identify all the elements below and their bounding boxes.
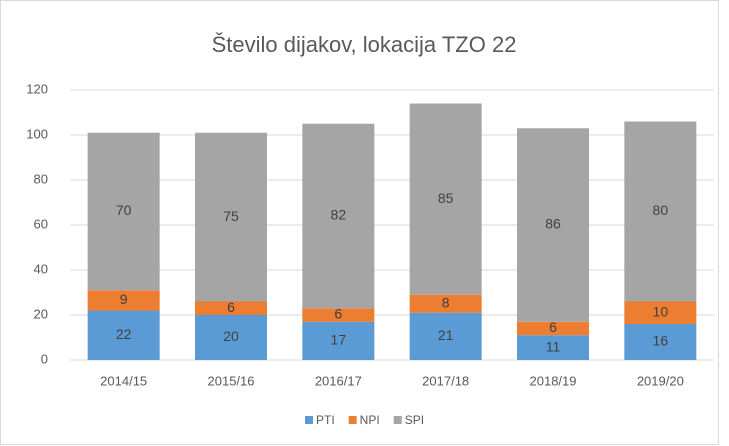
bar-segment <box>517 321 589 336</box>
data-label: 82 <box>331 207 347 223</box>
data-label: 75 <box>223 208 239 224</box>
x-tick-label: 2017/18 <box>422 373 469 388</box>
bar-segment <box>302 308 375 322</box>
bar-segment <box>517 128 589 322</box>
chart-title: Število dijakov, lokacija TZO 22 <box>212 32 517 57</box>
bar-segment <box>624 301 697 324</box>
data-label: 6 <box>334 306 342 322</box>
bar-segment <box>624 324 697 360</box>
data-label: 80 <box>653 202 669 218</box>
bar-segment <box>87 310 160 360</box>
x-tick-label: 2016/17 <box>315 373 362 388</box>
data-label: 8 <box>442 294 450 310</box>
y-tick-label: 40 <box>34 261 48 276</box>
bar-segment <box>409 312 482 360</box>
bar-segment <box>409 294 482 313</box>
data-label: 21 <box>438 327 454 343</box>
x-tick-label: 2019/20 <box>637 373 684 388</box>
y-tick-label: 100 <box>26 126 48 141</box>
data-label: 6 <box>227 299 235 315</box>
data-label: 9 <box>120 291 128 307</box>
legend-label: PTI <box>316 413 335 427</box>
data-label: 11 <box>546 338 561 354</box>
data-label: 20 <box>223 328 239 344</box>
data-label: 17 <box>331 332 347 348</box>
y-tick-label: 120 <box>26 81 48 96</box>
legend-label: NPI <box>360 413 380 427</box>
x-tick-label: 2014/15 <box>100 373 147 388</box>
y-tick-label: 60 <box>34 216 48 231</box>
x-tick-label: 2018/19 <box>530 373 577 388</box>
legend-label: SPI <box>405 413 424 427</box>
data-label: 85 <box>438 190 454 206</box>
bar-segment <box>195 301 267 315</box>
bar-segment <box>87 132 160 291</box>
legend-swatch <box>393 416 402 424</box>
x-tick-label: 2015/16 <box>208 373 255 388</box>
data-label: 10 <box>653 303 669 319</box>
bar-segment <box>624 121 697 302</box>
bar-segment <box>409 103 482 295</box>
data-label: 6 <box>549 319 557 335</box>
data-label: 16 <box>653 333 669 349</box>
data-label: 86 <box>545 216 561 232</box>
legend-swatch <box>348 416 357 424</box>
y-tick-label: 0 <box>41 351 48 366</box>
bar-segment <box>517 335 589 360</box>
data-label: 70 <box>116 202 132 218</box>
bar-segment <box>195 132 267 302</box>
y-tick-label: 80 <box>34 171 48 186</box>
bar-segment <box>302 123 375 309</box>
bar-segment <box>302 321 375 360</box>
legend-swatch <box>305 416 313 424</box>
y-tick-label: 20 <box>34 306 48 321</box>
data-label: 22 <box>116 326 132 342</box>
bar-segment <box>195 315 267 360</box>
bar-segment <box>87 290 160 311</box>
